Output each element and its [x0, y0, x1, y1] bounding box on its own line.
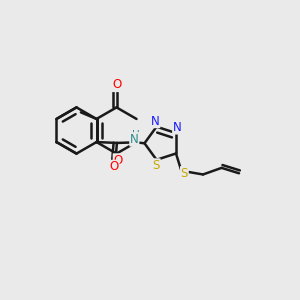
Text: O: O [110, 160, 119, 173]
Text: S: S [181, 167, 188, 180]
Text: N: N [151, 115, 160, 128]
Text: O: O [112, 78, 121, 92]
Text: N: N [173, 121, 182, 134]
Text: H: H [132, 130, 140, 140]
Text: S: S [152, 159, 160, 172]
Text: N: N [130, 133, 139, 146]
Text: O: O [113, 154, 123, 167]
